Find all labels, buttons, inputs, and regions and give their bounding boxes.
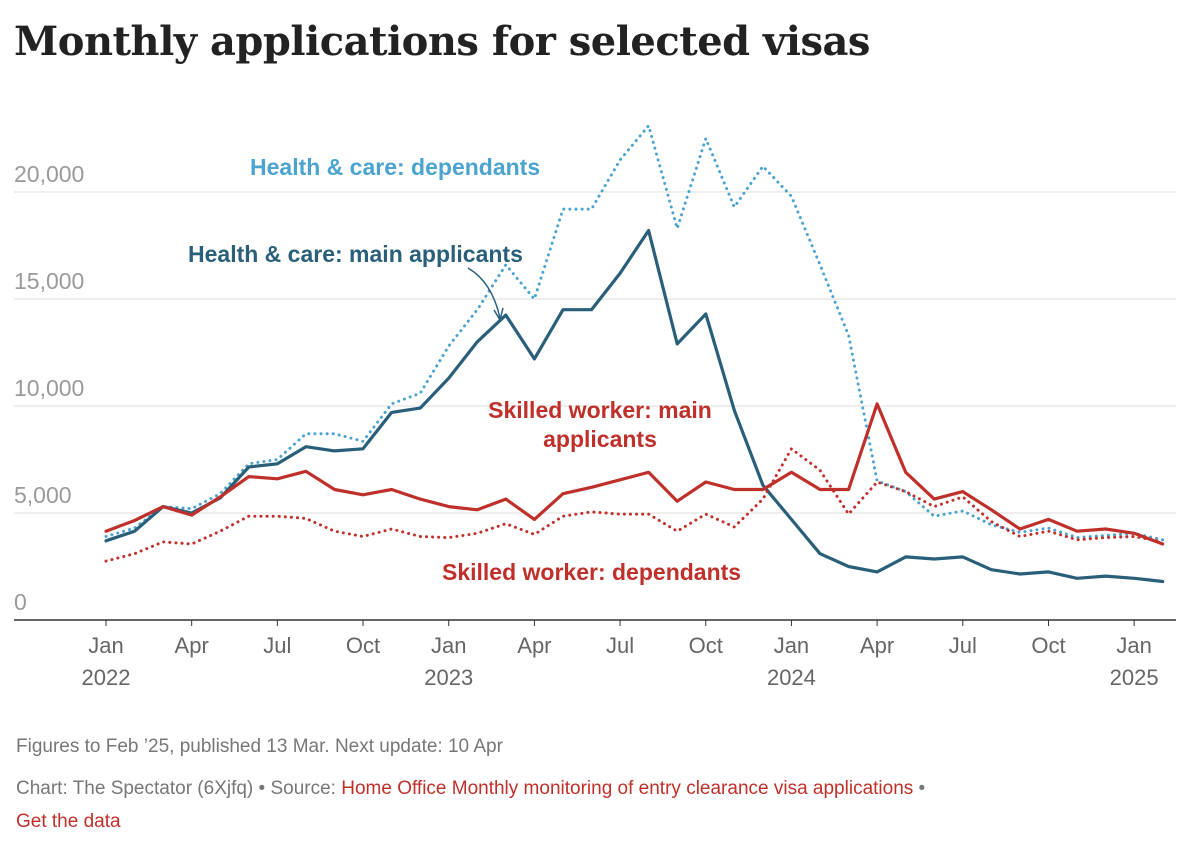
annotations: Health & care: dependants Health & care:… (188, 154, 741, 585)
separator: • (913, 778, 926, 799)
label-sw-dependants: Skilled worker: dependants (442, 559, 741, 585)
y-tick-label: 5,000 (14, 482, 72, 508)
y-tick-label: 10,000 (14, 375, 84, 401)
x-tick-label: Jan (431, 633, 466, 658)
credit-line: Chart: The Spectator (6Xjfq) • Source: H… (16, 778, 925, 800)
y-tick-label: 20,000 (14, 161, 84, 187)
x-tick-label: Oct (346, 633, 380, 658)
annotation-arrow (467, 267, 501, 319)
x-tick-label: Jul (949, 633, 977, 658)
x-tick-label: Jul (606, 633, 634, 658)
x-tick-year-label: 2024 (767, 665, 816, 690)
x-tick-label: Apr (517, 633, 551, 658)
x-tick-label: Oct (689, 633, 723, 658)
label-hc-dependants: Health & care: dependants (250, 154, 540, 180)
y-tick-label: 0 (14, 589, 27, 615)
x-axis-labels: Jan 2022 Apr Jul Oct Jan 2023 Apr Jul Oct Jan 2024 A… (82, 620, 1159, 690)
y-axis-labels: 0 5,000 10,000 15,000 20,000 (14, 161, 84, 615)
label-hc-main: Health & care: main applicants (188, 241, 523, 267)
x-tick-label: Oct (1031, 633, 1065, 658)
credit-text: Chart: The Spectator (6Xjfq) • Source: (16, 778, 342, 799)
x-tick-label: Jan (88, 633, 123, 658)
series-lines (104, 124, 1165, 584)
series-line-skilled-worker-main-applicants (104, 402, 1165, 546)
x-tick-year-label: 2022 (82, 665, 131, 690)
get-data-link[interactable]: Get the data (16, 811, 121, 832)
series-line-skilled-worker-dependants (104, 447, 1165, 563)
x-tick-label: Jan (1116, 633, 1151, 658)
source-link[interactable]: Home Office Monthly monitoring of entry … (341, 778, 914, 799)
x-tick-label: Jul (263, 633, 291, 658)
chart-title: Monthly applications for selected visas (14, 18, 870, 65)
x-tick-year-label: 2025 (1110, 665, 1159, 690)
series-line-health-care-main-applicants (104, 228, 1165, 584)
annotation-arrowhead (493, 307, 504, 322)
label-sw-main-1: Skilled worker: main (488, 397, 712, 423)
label-sw-main-2: applicants (543, 426, 657, 452)
x-tick-label: Apr (175, 633, 209, 658)
x-tick-label: Jan (774, 633, 809, 658)
y-tick-label: 15,000 (14, 268, 84, 294)
x-tick-year-label: 2023 (424, 665, 473, 690)
x-tick-label: Apr (860, 633, 894, 658)
footnote: Figures to Feb ’25, published 13 Mar. Ne… (16, 736, 503, 757)
